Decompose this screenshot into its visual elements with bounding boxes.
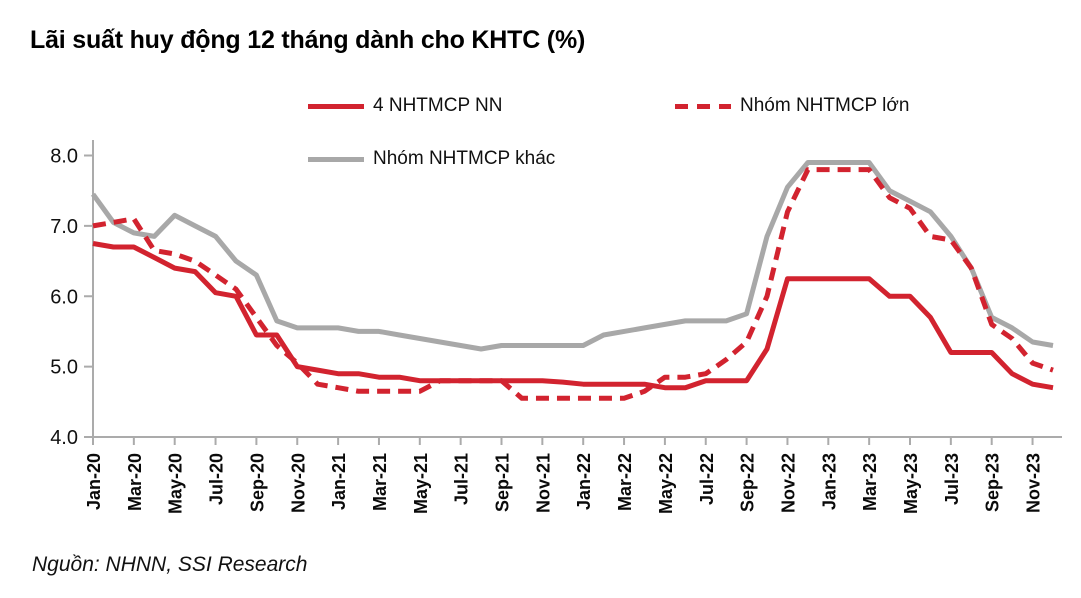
svg-text:Mar-23: Mar-23: [860, 453, 880, 511]
legend-label: 4 NHTMCP NN: [373, 95, 503, 116]
svg-text:May-21: May-21: [411, 453, 431, 514]
svg-text:Mar-22: Mar-22: [615, 453, 635, 511]
svg-text:Nov-22: Nov-22: [778, 453, 798, 513]
source-note: Nguồn: NHNN, SSI Research: [32, 553, 308, 576]
svg-text:Jan-21: Jan-21: [329, 453, 349, 510]
svg-text:8.0: 8.0: [50, 146, 78, 168]
legend-swatch-solid-red: [308, 103, 364, 109]
svg-text:Jul-21: Jul-21: [452, 453, 472, 505]
svg-text:Sep-21: Sep-21: [493, 453, 513, 512]
legend-swatch-solid-gray: [308, 156, 364, 162]
svg-text:Sep-20: Sep-20: [247, 453, 267, 512]
legend-swatch-dashed-red: [675, 103, 731, 109]
svg-text:Mar-21: Mar-21: [370, 453, 390, 511]
svg-text:Jan-23: Jan-23: [819, 453, 839, 510]
legend-item-4-nhtmcp-nn: 4 NHTMCP NN: [308, 94, 503, 118]
svg-text:7.0: 7.0: [50, 216, 78, 238]
svg-text:May-22: May-22: [656, 453, 676, 514]
svg-text:Sep-22: Sep-22: [738, 453, 758, 512]
legend-label: Nhóm NHTMCP khác: [373, 148, 556, 169]
svg-text:6.0: 6.0: [50, 286, 78, 308]
svg-text:4.0: 4.0: [50, 427, 78, 449]
chart-title: Lãi suất huy động 12 tháng dành cho KHTC…: [30, 26, 586, 54]
svg-text:Jan-20: Jan-20: [84, 453, 104, 510]
legend-item-nhom-nhtmcp-khac: Nhóm NHTMCP khác: [308, 147, 555, 171]
svg-text:May-23: May-23: [901, 453, 921, 514]
svg-text:Mar-20: Mar-20: [125, 453, 145, 511]
svg-text:Jul-22: Jul-22: [697, 453, 717, 505]
svg-text:Jul-20: Jul-20: [207, 453, 227, 505]
legend-item-nhom-nhtmcp-lon: Nhóm NHTMCP lớn: [675, 94, 909, 118]
svg-text:Nov-23: Nov-23: [1024, 453, 1044, 513]
svg-text:Sep-23: Sep-23: [983, 453, 1003, 512]
svg-text:Nov-21: Nov-21: [533, 453, 553, 513]
legend-label: Nhóm NHTMCP lớn: [740, 95, 910, 116]
svg-text:Jan-22: Jan-22: [574, 453, 594, 510]
svg-text:May-20: May-20: [166, 453, 186, 514]
svg-text:Nov-20: Nov-20: [288, 453, 308, 513]
svg-text:5.0: 5.0: [50, 357, 78, 379]
svg-text:Jul-23: Jul-23: [942, 453, 962, 505]
